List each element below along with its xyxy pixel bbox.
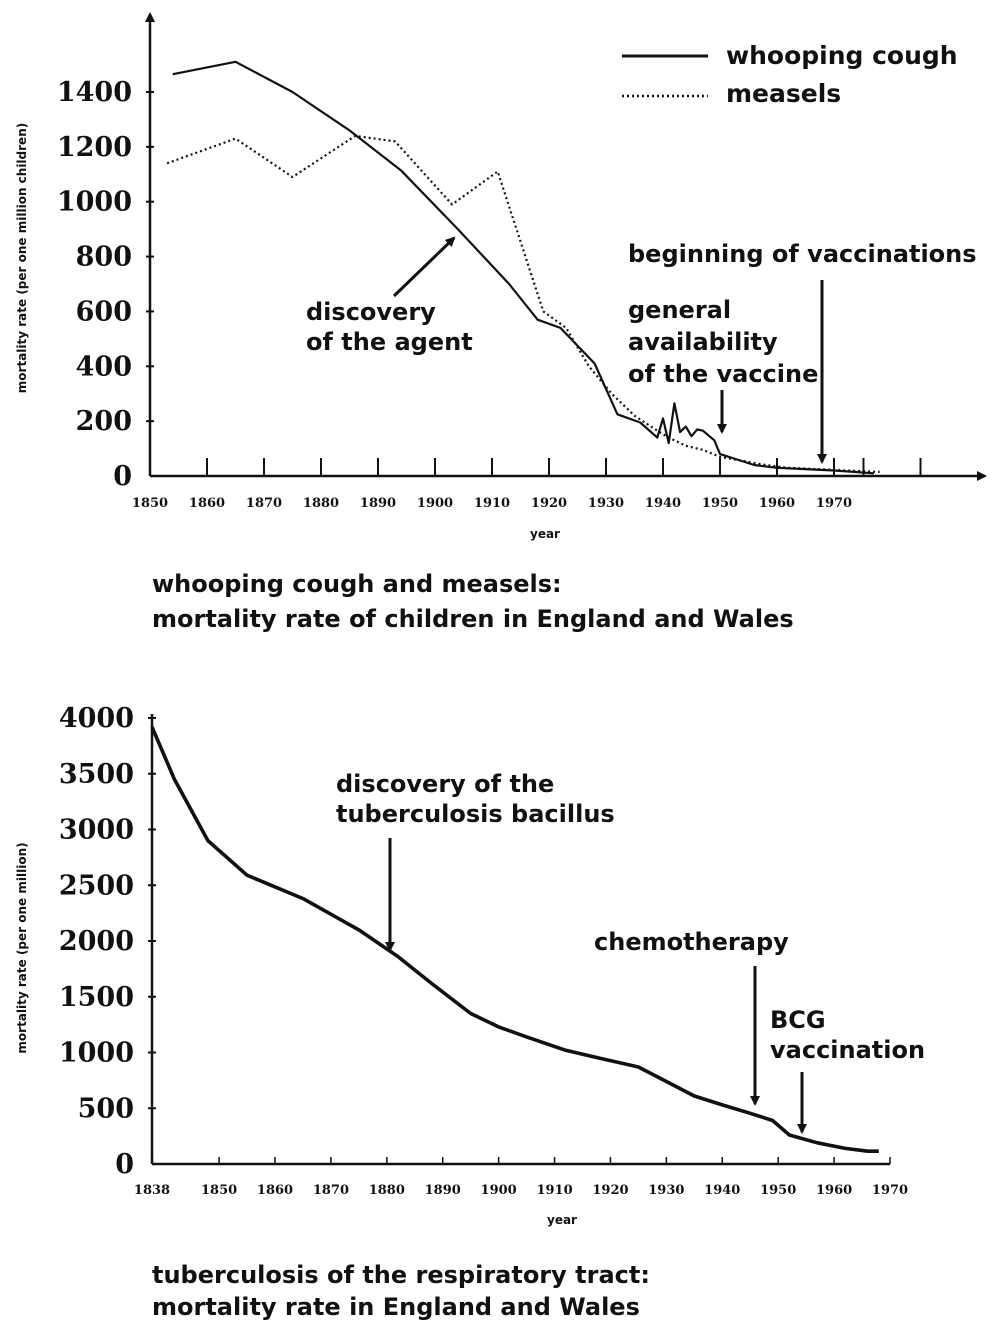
chart2-x-axis-title: year xyxy=(547,1213,577,1227)
x-tick-label: 1930 xyxy=(648,1183,684,1198)
annotation-discovery-agent-line: of the agent xyxy=(306,328,473,356)
x-tick-label: 1890 xyxy=(425,1183,461,1198)
annotation-general-availability-line: of the vaccine xyxy=(628,360,818,388)
y-tick-label: 1400 xyxy=(57,77,132,108)
y-tick-label: 4000 xyxy=(59,703,134,734)
x-tick-label: 1880 xyxy=(369,1183,405,1198)
annotation-discovery-agent-line: discovery xyxy=(306,298,436,326)
chart1-y-axis-title: mortality rate (per one million children… xyxy=(15,123,29,393)
legend-label-whooping-cough: whooping cough xyxy=(726,41,958,70)
legend-label-measels: measels xyxy=(726,79,841,108)
x-tick-label: 1960 xyxy=(816,1183,852,1198)
y-tick-label: 500 xyxy=(78,1093,134,1124)
x-tick-label: 1850 xyxy=(132,496,168,511)
y-tick-label: 2000 xyxy=(59,926,134,957)
y-tick-label: 800 xyxy=(76,242,132,273)
x-tick-label: 1850 xyxy=(201,1183,237,1198)
y-tick-label: 200 xyxy=(76,406,132,437)
y-tick-label: 2500 xyxy=(59,870,134,901)
chart1-y-ticks: 0 200 400 600 800 1000 1200 1400 xyxy=(57,77,154,492)
x-tick-label: 1880 xyxy=(303,496,339,511)
y-tick-label: 1500 xyxy=(59,982,134,1013)
chart2-caption-line-1: tuberculosis of the respiratory tract: xyxy=(152,1261,650,1289)
x-tick-label: 1970 xyxy=(816,496,852,511)
y-tick-label: 0 xyxy=(115,1149,134,1180)
series-line-measels xyxy=(166,134,880,473)
x-tick-label: 1838 xyxy=(134,1183,170,1198)
annotation-general-availability-line: general xyxy=(628,296,731,324)
x-tick-label: 1870 xyxy=(313,1183,349,1198)
x-tick-label: 1860 xyxy=(189,496,225,511)
y-tick-label: 1000 xyxy=(59,1038,134,1069)
chart2-series xyxy=(150,726,879,1153)
y-tick-label: 3000 xyxy=(59,815,134,846)
x-tick-label: 1890 xyxy=(360,496,396,511)
series-line-tuberculosis xyxy=(150,726,879,1153)
x-tick-label: 1860 xyxy=(257,1183,293,1198)
series-line-whooping-cough xyxy=(172,60,874,475)
y-tick-label: 600 xyxy=(76,296,132,327)
annotation-discovery-bacillus-line: discovery of the xyxy=(336,770,554,798)
chart1-caption-line-2: mortality rate of children in England an… xyxy=(152,605,794,633)
x-tick-label: 1920 xyxy=(531,496,567,511)
x-tick-label: 1930 xyxy=(588,496,624,511)
annotation-general-availability-line: availability xyxy=(628,328,778,356)
chart2-y-ticks: 0 500 1000 1500 2000 2500 3000 3500 4000 xyxy=(59,703,156,1180)
x-tick-label: 1910 xyxy=(536,1183,572,1198)
y-tick-label: 3500 xyxy=(59,759,134,790)
x-tick-label: 1950 xyxy=(760,1183,796,1198)
y-tick-label: 1200 xyxy=(57,132,132,163)
chart2-y-axis-title: mortality rate (per one million) xyxy=(15,842,29,1053)
chart1-legend: whooping cough measels xyxy=(622,41,958,108)
x-tick-label: 1920 xyxy=(592,1183,628,1198)
y-tick-label: 1000 xyxy=(57,187,132,218)
x-tick-label: 1870 xyxy=(246,496,282,511)
annotation-bcg-vaccination-line: vaccination xyxy=(770,1036,925,1064)
x-tick-label: 1900 xyxy=(417,496,453,511)
x-tick-label: 1950 xyxy=(702,496,738,511)
chart1-caption-line-1: whooping cough and measels: xyxy=(152,570,562,598)
x-tick-label: 1910 xyxy=(474,496,510,511)
annotation-bcg-vaccination-line: BCG xyxy=(770,1006,826,1034)
chart2-x-ticks: 1838 1850 1860 1870 1880 1890 1900 1910 1920 1930… xyxy=(134,1157,908,1198)
chart1-x-axis-title: year xyxy=(530,527,560,541)
annotation-discovery-agent-arrow xyxy=(392,236,456,298)
x-tick-label: 1900 xyxy=(481,1183,517,1198)
y-tick-label: 0 xyxy=(113,461,132,492)
tuberculosis-chart: 0 500 1000 1500 2000 2500 3000 3500 4000 1838 185… xyxy=(15,703,925,1321)
x-tick-label: 1960 xyxy=(759,496,795,511)
x-tick-label: 1940 xyxy=(704,1183,740,1198)
x-tick-label: 1940 xyxy=(645,496,681,511)
chart1-series xyxy=(166,60,880,475)
chart2-caption-line-2: mortality rate in England and Wales xyxy=(152,1293,640,1321)
x-tick-label: 1970 xyxy=(872,1183,908,1198)
annotation-chemotherapy-line: chemotherapy xyxy=(594,928,789,956)
annotation-discovery-bacillus-line: tuberculosis bacillus xyxy=(336,800,615,828)
chart1-x-ticks: 1850 1860 1870 1880 1890 1900 1910 1920 1930 1940… xyxy=(132,458,922,511)
y-tick-label: 400 xyxy=(76,351,132,382)
annotation-beginning-vaccinations-line: beginning of vaccinations xyxy=(628,240,977,268)
